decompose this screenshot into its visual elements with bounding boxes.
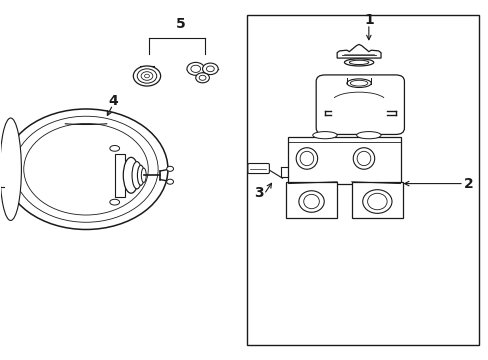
Ellipse shape — [349, 80, 367, 86]
Bar — [246, 15, 478, 345]
Ellipse shape — [303, 194, 319, 209]
Text: 2: 2 — [463, 177, 473, 190]
Ellipse shape — [141, 168, 146, 183]
Ellipse shape — [110, 199, 120, 205]
Ellipse shape — [344, 59, 373, 66]
Ellipse shape — [356, 151, 370, 166]
Ellipse shape — [137, 165, 144, 185]
Ellipse shape — [312, 132, 336, 139]
Circle shape — [137, 69, 157, 83]
Text: 6: 6 — [135, 67, 144, 81]
Circle shape — [190, 65, 200, 72]
Circle shape — [166, 179, 173, 184]
FancyBboxPatch shape — [316, 75, 404, 134]
Ellipse shape — [300, 151, 313, 166]
Ellipse shape — [298, 191, 324, 212]
Circle shape — [133, 66, 160, 86]
Ellipse shape — [346, 79, 370, 87]
Text: 1: 1 — [363, 13, 373, 27]
Circle shape — [144, 74, 149, 78]
Ellipse shape — [296, 148, 317, 169]
Polygon shape — [351, 182, 402, 218]
Circle shape — [195, 73, 209, 83]
Ellipse shape — [348, 60, 368, 64]
Circle shape — [166, 166, 173, 171]
Text: 4: 4 — [108, 94, 118, 108]
Circle shape — [141, 72, 153, 80]
Circle shape — [4, 109, 167, 229]
Circle shape — [186, 62, 204, 75]
FancyBboxPatch shape — [247, 163, 269, 174]
Ellipse shape — [362, 190, 391, 213]
Polygon shape — [336, 44, 380, 58]
Text: 3: 3 — [254, 185, 264, 199]
Polygon shape — [288, 137, 400, 184]
Circle shape — [206, 66, 214, 72]
Ellipse shape — [0, 118, 21, 220]
Ellipse shape — [367, 193, 386, 210]
Ellipse shape — [132, 162, 142, 189]
Circle shape — [202, 63, 218, 75]
Polygon shape — [115, 154, 125, 197]
Polygon shape — [285, 182, 336, 218]
Ellipse shape — [352, 148, 374, 169]
Circle shape — [199, 75, 205, 80]
Ellipse shape — [123, 157, 139, 193]
Ellipse shape — [356, 132, 380, 139]
Ellipse shape — [110, 145, 120, 151]
Text: 5: 5 — [176, 17, 185, 31]
